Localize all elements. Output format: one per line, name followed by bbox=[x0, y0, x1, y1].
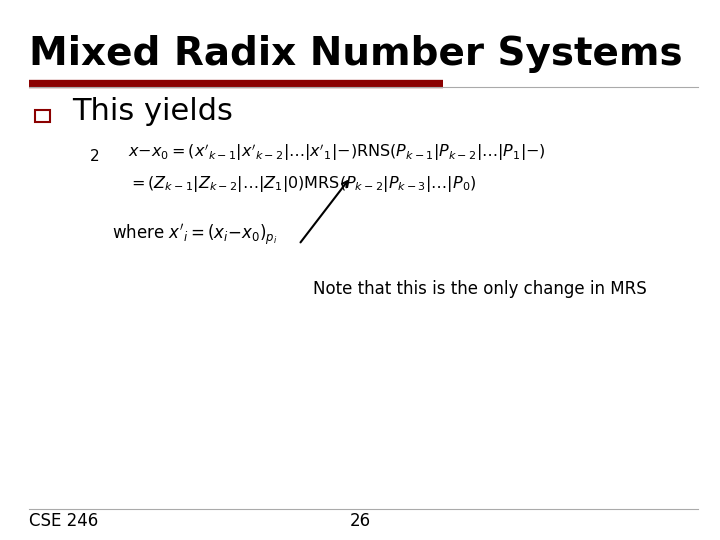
Text: 26: 26 bbox=[349, 511, 371, 530]
Text: This yields: This yields bbox=[72, 97, 233, 126]
Text: Note that this is the only change in MRS: Note that this is the only change in MRS bbox=[313, 280, 647, 298]
Text: CSE 246: CSE 246 bbox=[29, 511, 98, 530]
Text: Mixed Radix Number Systems: Mixed Radix Number Systems bbox=[29, 35, 683, 73]
FancyBboxPatch shape bbox=[35, 110, 50, 122]
Text: $= (Z_{k-1}|Z_{k-2}|\ldots|Z_1|0)\mathrm{MRS}(P_{k-2}|P_{k-3}|\ldots|P_0)$: $= (Z_{k-1}|Z_{k-2}|\ldots|Z_1|0)\mathrm… bbox=[128, 173, 477, 194]
Text: $x{-}x_0 = (x'_{k-1}|x'_{k-2}|\ldots|x'_1|{-})\mathrm{RNS}(P_{k-1}|P_{k-2}|\ldot: $x{-}x_0 = (x'_{k-1}|x'_{k-2}|\ldots|x'_… bbox=[128, 141, 546, 163]
Text: where $x'_i = (x_i{-}x_0)_{p_i}$: where $x'_i = (x_i{-}x_0)_{p_i}$ bbox=[112, 222, 277, 247]
Text: 2: 2 bbox=[90, 149, 99, 164]
